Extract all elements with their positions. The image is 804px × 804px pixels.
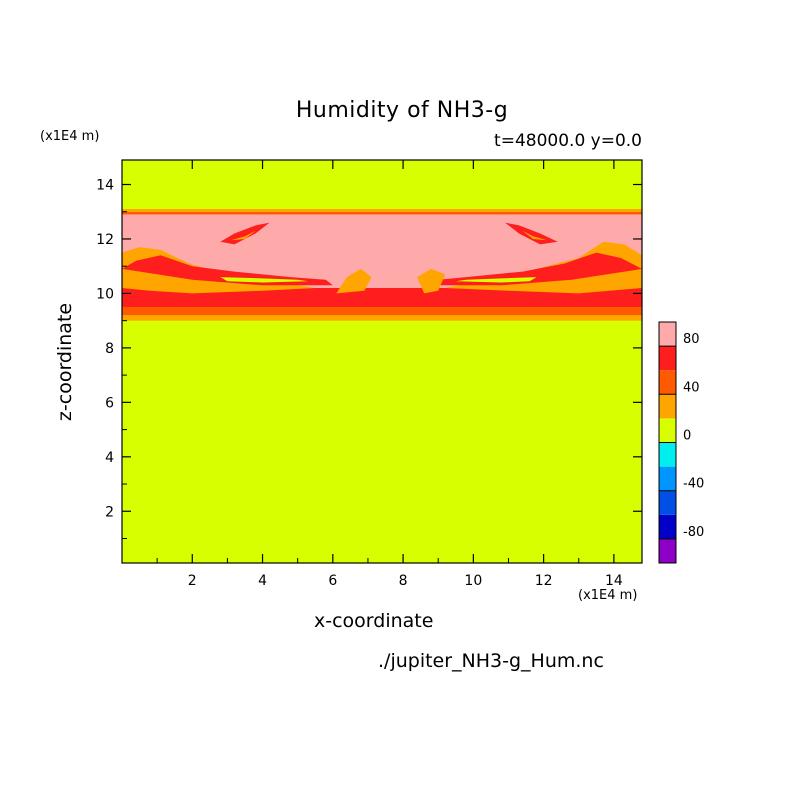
- colorbar-swatch-1: [659, 514, 676, 539]
- y-tick-label-4: 4: [105, 450, 114, 466]
- contour-feature-3: [431, 252, 642, 286]
- x-tick-label-12: 12: [535, 573, 553, 589]
- contour-feature-8: [220, 222, 270, 245]
- contour-feature-7: [417, 268, 446, 294]
- x-tick-label-14: 14: [605, 573, 623, 589]
- contour-feature-6: [336, 268, 372, 294]
- x-tick-label-4: 4: [258, 573, 267, 589]
- y-tick-label-6: 6: [105, 395, 114, 411]
- colorbar-swatch-0: [659, 538, 676, 563]
- contour-layer-2: [122, 287, 642, 308]
- y-axis-unit: (x1E4 m): [40, 129, 100, 144]
- colorbar-label-40: 40: [683, 380, 700, 395]
- colorbar-swatch-4: [659, 442, 676, 467]
- y-tick-label-12: 12: [96, 232, 114, 248]
- y-axis-label: z-coordinate: [54, 302, 76, 422]
- contour-layer-1: [122, 307, 642, 316]
- y-tick-label-10: 10: [96, 286, 114, 302]
- y-tick-label-8: 8: [105, 341, 114, 357]
- colorbar-label-80: 80: [683, 332, 700, 347]
- plot-frame: [121, 159, 643, 564]
- contour-feature-5: [455, 277, 537, 283]
- contour-layer-4: [122, 211, 642, 215]
- colorbar-swatch-9: [659, 322, 676, 347]
- x-axis-unit: (x1E4 m): [578, 588, 638, 603]
- contour-layer-0: [122, 315, 642, 321]
- contour-layer-5: [122, 209, 642, 212]
- contour-feature-11: [522, 230, 548, 241]
- contour-feature-9: [505, 222, 558, 245]
- colorbar-swatch-3: [659, 466, 676, 491]
- colorbar-swatch-8: [659, 346, 676, 371]
- contour-feature-2: [122, 255, 333, 286]
- x-tick-label-6: 6: [328, 573, 337, 589]
- y-tick-label-2: 2: [105, 504, 114, 520]
- time-annotation: t=48000.0 y=0.0: [494, 131, 642, 151]
- source-filename: ./jupiter_NH3-g_Hum.nc: [378, 650, 604, 672]
- x-axis-label: x-coordinate: [314, 610, 434, 632]
- y-tick-label-14: 14: [96, 178, 114, 194]
- colorbar-swatch-5: [659, 418, 676, 443]
- x-tick-label-8: 8: [399, 573, 408, 589]
- colorbar-label-0: 0: [683, 429, 691, 444]
- contour-feature-4: [220, 277, 309, 283]
- x-tick-label-2: 2: [188, 573, 197, 589]
- colorbar-label--40: -40: [683, 477, 704, 492]
- colorbar-swatch-2: [659, 490, 676, 515]
- colorbar-swatch-6: [659, 394, 676, 419]
- colorbar-swatch-7: [659, 370, 676, 395]
- contour-feature-10: [230, 230, 256, 241]
- chart-title: Humidity of NH3-g: [295, 98, 509, 123]
- colorbar-label--80: -80: [683, 525, 704, 540]
- x-tick-label-10: 10: [464, 573, 482, 589]
